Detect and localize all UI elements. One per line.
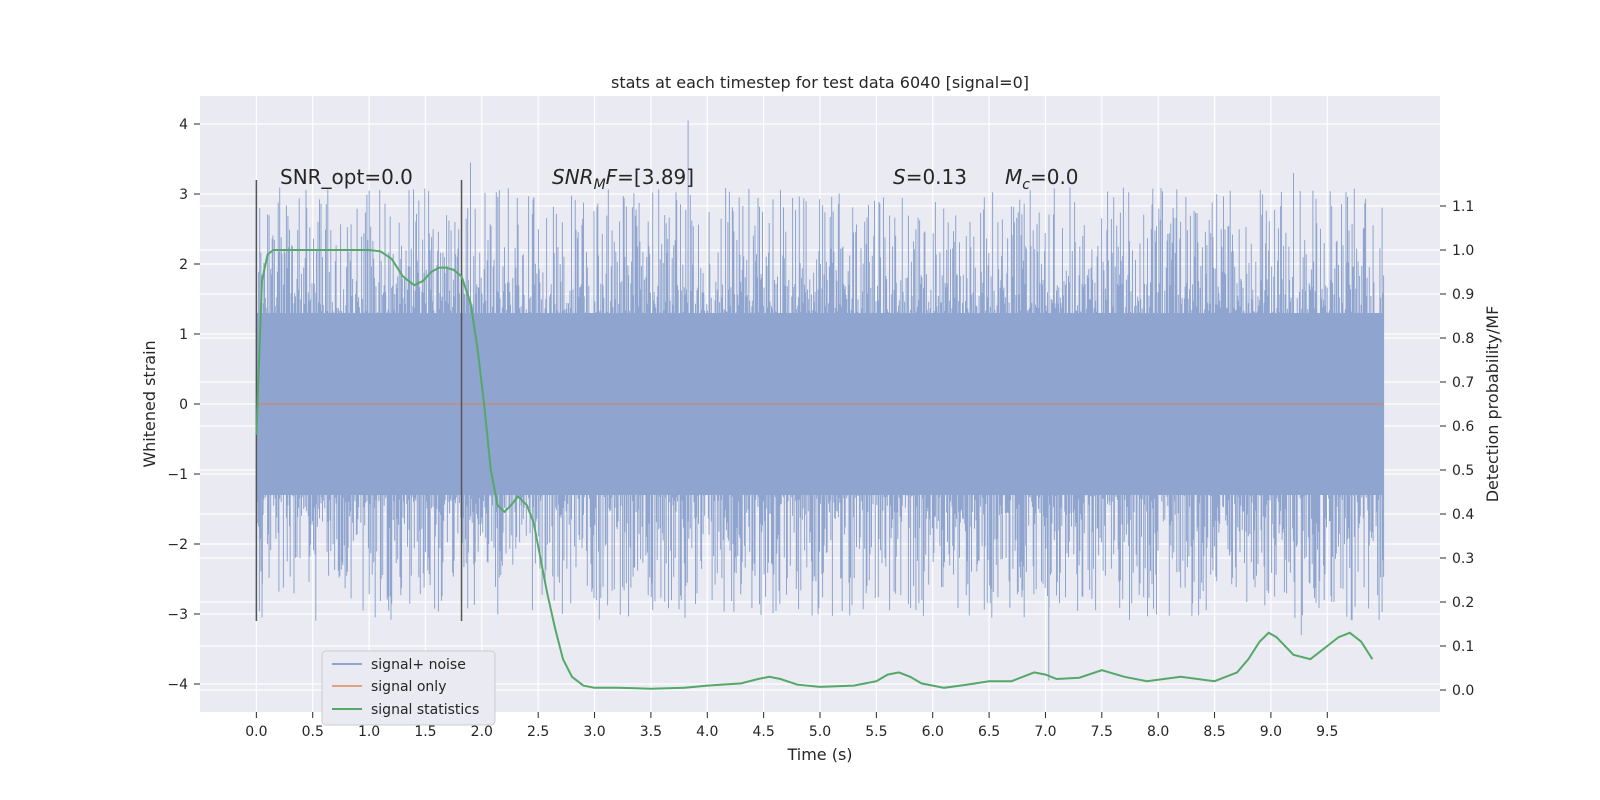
- legend: signal+ noise signal only signal statist…: [322, 651, 495, 725]
- x-tick-label: 6.0: [922, 724, 944, 740]
- legend-label-noise: signal+ noise: [371, 657, 466, 673]
- x-tick-label: 4.5: [753, 724, 775, 740]
- x-tick-label: 3.5: [640, 724, 662, 740]
- legend-label-stats: signal statistics: [371, 702, 479, 718]
- x-tick-label: 8.5: [1203, 724, 1225, 740]
- y2-tick-label: 0.7: [1452, 375, 1474, 391]
- x-tick-label: 5.5: [865, 724, 887, 740]
- y2-tick-label: 0.9: [1452, 287, 1474, 303]
- y2-tick-label: 0.4: [1452, 507, 1474, 523]
- y-tick-label: −4: [167, 677, 188, 693]
- y-tick-label: 2: [179, 257, 188, 273]
- y2-tick-label: 0.0: [1452, 683, 1474, 699]
- y2-tick-label: 0.2: [1452, 595, 1474, 611]
- x-tick-label: 7.5: [1091, 724, 1113, 740]
- x-tick-label: 1.5: [414, 724, 436, 740]
- x-tick-label: 0.5: [302, 724, 324, 740]
- x-tick-label: 7.0: [1034, 724, 1056, 740]
- x-tick-label: 5.0: [809, 724, 831, 740]
- x-tick-label: 4.0: [696, 724, 718, 740]
- y2-axis-label: Detection probability/MF: [1483, 306, 1502, 503]
- y-tick-label: −3: [167, 607, 188, 623]
- y2-tick-label: 0.3: [1452, 551, 1474, 567]
- x-tick-label: 8.0: [1147, 724, 1169, 740]
- y-tick-label: 0: [179, 397, 188, 413]
- x-tick-label: 1.0: [358, 724, 380, 740]
- x-tick-label: 9.5: [1316, 724, 1338, 740]
- y2-tick-label: 1.1: [1452, 199, 1474, 215]
- y-tick-label: 1: [179, 327, 188, 343]
- legend-label-signal: signal only: [371, 679, 446, 695]
- x-tick-label: 2.5: [527, 724, 549, 740]
- x-tick-label: 3.0: [583, 724, 605, 740]
- y2-tick-label: 1.0: [1452, 243, 1474, 259]
- y-tick-label: −2: [167, 537, 188, 553]
- x-tick-label: 2.0: [471, 724, 493, 740]
- y2-tick-label: 0.1: [1452, 639, 1474, 655]
- s-annotation: S=0.13: [893, 165, 967, 189]
- x-tick-label: 9.0: [1260, 724, 1282, 740]
- x-tick-label: 6.5: [978, 724, 1000, 740]
- y-tick-label: −1: [167, 467, 188, 483]
- x-tick-label: 0.0: [245, 724, 267, 740]
- y2-tick-label: 0.6: [1452, 419, 1474, 435]
- y-axis-label: Whitened strain: [140, 340, 159, 467]
- y2-tick-label: 0.8: [1452, 331, 1474, 347]
- snr-opt-annotation: SNR_opt=0.0: [280, 165, 413, 189]
- y2-tick-label: 0.5: [1452, 463, 1474, 479]
- y-tick-label: 4: [179, 117, 188, 133]
- mc-annotation: Mc=0.0: [1005, 165, 1079, 193]
- x-axis-label: Time (s): [786, 745, 852, 764]
- chart-title: stats at each timestep for test data 604…: [611, 73, 1029, 92]
- y-tick-label: 3: [179, 187, 188, 203]
- snr-mf-annotation: SNRMF=[3.89]: [552, 165, 694, 193]
